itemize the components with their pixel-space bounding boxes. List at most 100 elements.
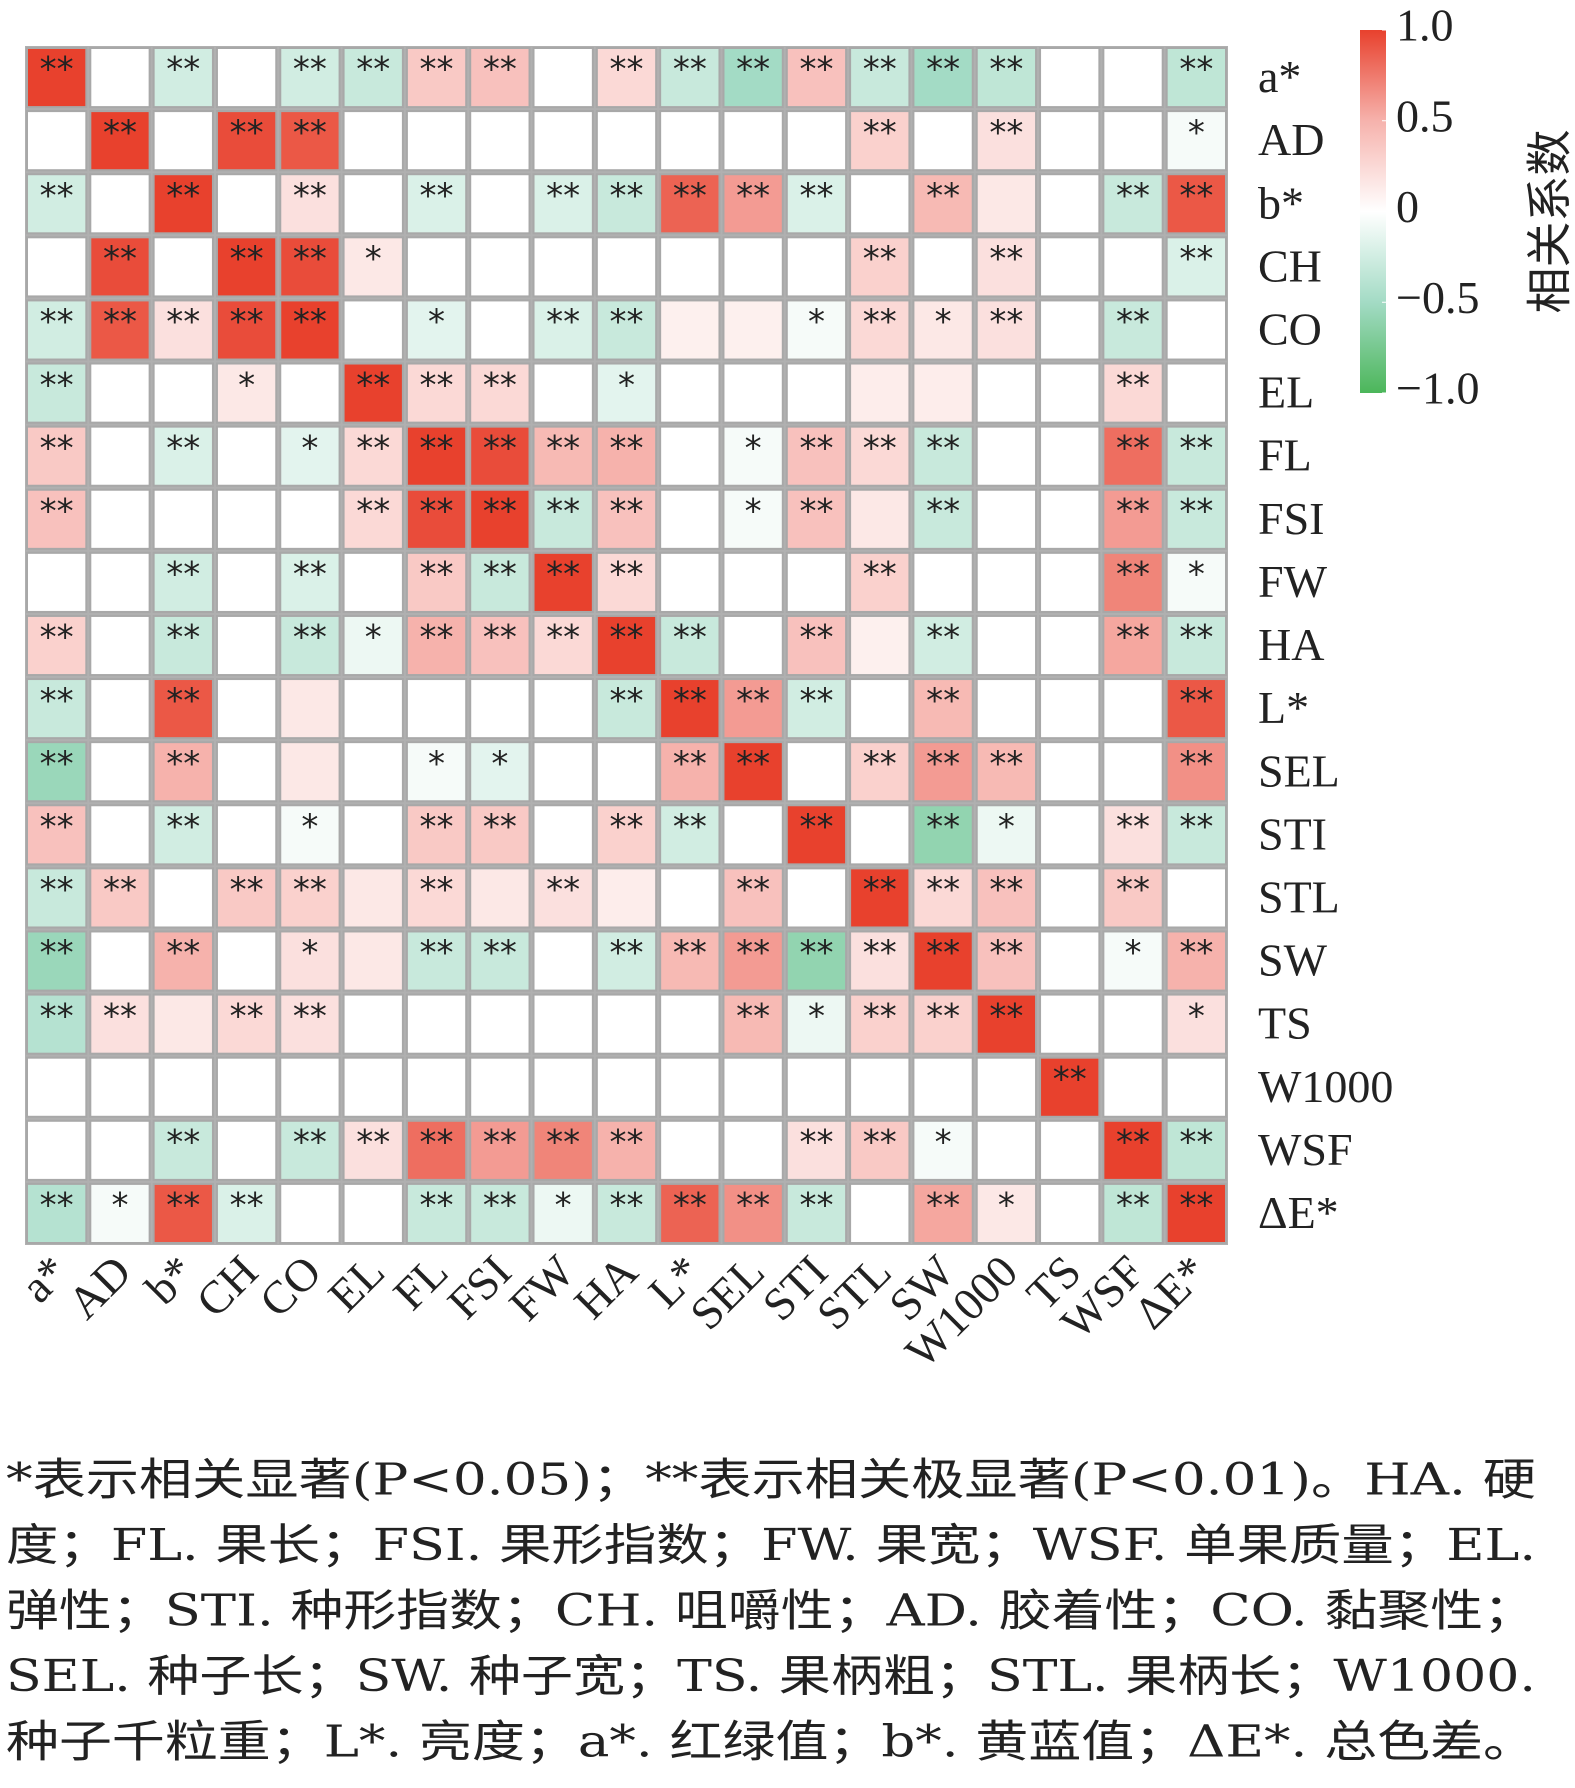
heatmap-cell (405, 614, 468, 677)
heatmap-cell (215, 1056, 278, 1118)
heatmap-cell (1165, 993, 1227, 1055)
heatmap-cell (1102, 551, 1164, 613)
heatmap-cell (152, 551, 214, 613)
significance-label: ** (736, 744, 770, 784)
significance-label: ** (863, 302, 897, 342)
significance-label: ** (1053, 1059, 1087, 1099)
heatmap-cell (342, 47, 404, 109)
significance-label: ** (293, 50, 327, 90)
heatmap-cell (849, 930, 911, 992)
heatmap-cell (659, 614, 721, 677)
heatmap-cell (659, 425, 721, 487)
significance-label: ** (166, 807, 200, 847)
heatmap-cell (595, 1056, 658, 1118)
heatmap-cell (722, 867, 784, 929)
significance-label: * (555, 1186, 572, 1226)
significance-label: ** (103, 113, 137, 153)
colorbar-tick-label: −0.5 (1396, 272, 1479, 323)
significance-label: ** (1179, 618, 1213, 658)
significance-label: * (1188, 996, 1205, 1036)
significance-label: ** (1116, 302, 1150, 342)
significance-label: ** (863, 933, 897, 973)
heatmap-cell (152, 488, 214, 550)
heatmap-cell (152, 299, 214, 361)
heatmap-cell (1039, 551, 1101, 613)
heatmap-cell (849, 804, 911, 866)
significance-label: ** (420, 618, 454, 658)
y-tick-label: FL (1258, 430, 1312, 481)
heatmap-cell (89, 993, 151, 1055)
heatmap-cell (279, 1182, 341, 1245)
heatmap-cell (215, 678, 278, 740)
heatmap-cell (279, 299, 341, 361)
heatmap-cell (152, 930, 214, 992)
x-tick-label: HA (564, 1245, 647, 1328)
significance-label: ** (799, 176, 833, 216)
significance-label: ** (926, 744, 960, 784)
heatmap-cell (785, 993, 848, 1055)
significance-label: ** (610, 50, 644, 90)
significance-label: ** (736, 681, 770, 721)
significance-label: ** (926, 1186, 960, 1226)
heatmap-cell (279, 804, 341, 866)
significance-label: ** (863, 1123, 897, 1163)
heatmap-cell (912, 110, 974, 172)
significance-label: ** (103, 239, 137, 279)
heatmap-cell (532, 804, 594, 866)
heatmap-cell (785, 1182, 848, 1245)
heatmap-cell (342, 741, 404, 803)
heatmap-cell (405, 47, 468, 109)
heatmap-cell (89, 425, 151, 487)
caption-line: 弹性；STI. 种形指数；CH. 咀嚼性；AD. 胶着性；CO. 黏聚性； (6, 1586, 1536, 1637)
heatmap-cell (89, 1056, 151, 1118)
heatmap-cell (532, 47, 594, 109)
heatmap-cell (722, 1182, 784, 1245)
heatmap-cell (342, 1119, 404, 1181)
significance-label: ** (483, 365, 517, 405)
heatmap-cell (342, 488, 404, 550)
heatmap-cell (26, 1056, 88, 1118)
heatmap-cell (152, 47, 214, 109)
heatmap-cell (215, 110, 278, 172)
heatmap-cell (532, 1119, 594, 1181)
significance-label: ** (1179, 933, 1213, 973)
colorbar-tick-label: 0.5 (1396, 90, 1454, 141)
heatmap-cell (26, 236, 88, 298)
significance-label: ** (926, 176, 960, 216)
heatmap-cell (405, 993, 468, 1055)
y-tick-label: ΔE* (1258, 1187, 1339, 1238)
heatmap-cell (1102, 1182, 1164, 1245)
significance-label: ** (166, 744, 200, 784)
caption-line: 种子千粒重；L*. 亮度；a*. 红绿值；b*. 黄蓝值；ΔE*. 总色差。 (6, 1717, 1536, 1768)
heatmap-cell (26, 299, 88, 361)
heatmap-cell (722, 804, 784, 866)
heatmap-cell (849, 1119, 911, 1181)
heatmap-cell (89, 488, 151, 550)
heatmap-cell (26, 867, 88, 929)
heatmap-cell (532, 236, 594, 298)
heatmap-cell (595, 678, 658, 740)
heatmap-cell (849, 867, 911, 929)
significance-label: ** (736, 996, 770, 1036)
heatmap-cell (405, 299, 468, 361)
heatmap-cell (89, 804, 151, 866)
y-tick-label: EL (1258, 367, 1314, 418)
heatmap-cell (912, 236, 974, 298)
heatmap-cell (659, 804, 721, 866)
heatmap-cell (532, 993, 594, 1055)
significance-label: ** (40, 744, 74, 784)
significance-label: ** (293, 176, 327, 216)
heatmap-cell (1102, 930, 1164, 992)
heatmap-cell (405, 236, 468, 298)
heatmap-cell (1102, 488, 1164, 550)
significance-label: ** (483, 807, 517, 847)
heatmap-cell (1102, 741, 1164, 803)
heatmap-cell (405, 173, 468, 235)
heatmap-cell (1165, 47, 1227, 109)
heatmap-cell (975, 930, 1038, 992)
significance-label: ** (610, 618, 644, 658)
heatmap-cell (659, 299, 721, 361)
heatmap-cell (215, 425, 278, 487)
heatmap-cell (532, 930, 594, 992)
